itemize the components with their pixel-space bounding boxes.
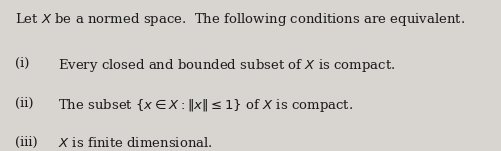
Text: Let $X$ be a normed space.  The following conditions are equivalent.: Let $X$ be a normed space. The following… bbox=[15, 11, 464, 28]
Text: The subset $\{x \in X : \|x\| \leq 1\}$ of $X$ is compact.: The subset $\{x \in X : \|x\| \leq 1\}$ … bbox=[58, 97, 352, 114]
Text: (ii): (ii) bbox=[15, 97, 34, 110]
Text: Every closed and bounded subset of $X$ is compact.: Every closed and bounded subset of $X$ i… bbox=[58, 57, 394, 74]
Text: (iii): (iii) bbox=[15, 136, 38, 149]
Text: (i): (i) bbox=[15, 57, 30, 70]
Text: $X$ is finite dimensional.: $X$ is finite dimensional. bbox=[58, 136, 212, 150]
